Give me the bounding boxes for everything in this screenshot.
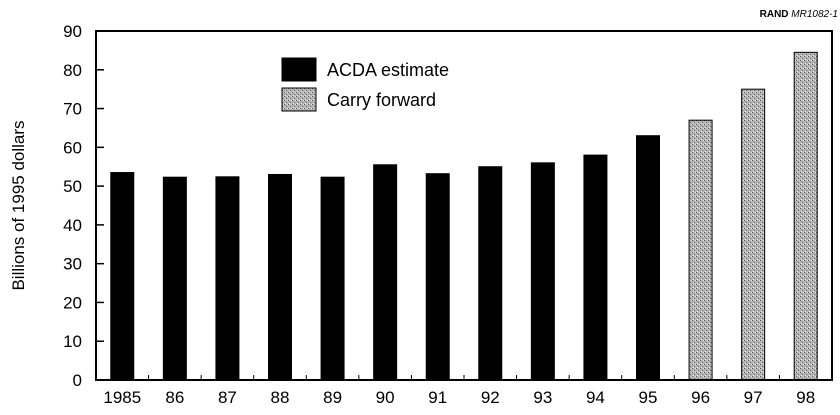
legend-swatch xyxy=(281,57,317,82)
x-tick-label: 98 xyxy=(796,388,815,407)
bar-carry-forward xyxy=(793,51,818,381)
bar-acda-estimate xyxy=(320,176,345,381)
bar-acda-estimate xyxy=(373,164,398,381)
y-tick-label: 60 xyxy=(63,138,82,157)
legend-label: Carry forward xyxy=(327,90,436,110)
plot-frame xyxy=(95,30,833,381)
bar-acda-estimate xyxy=(583,154,608,381)
bar-acda-estimate xyxy=(215,176,240,381)
y-tick-label: 70 xyxy=(63,100,82,119)
x-tick-label: 88 xyxy=(271,388,290,407)
bar-carry-forward xyxy=(688,119,713,381)
bar-acda-estimate xyxy=(478,166,503,381)
y-axis-label: Billions of 1995 dollars xyxy=(9,120,28,290)
x-tick-label: 86 xyxy=(165,388,184,407)
figure-tag-org: RAND xyxy=(759,9,789,20)
x-tick-label: 93 xyxy=(533,388,552,407)
x-tick-label: 87 xyxy=(218,388,237,407)
y-tick-label: 50 xyxy=(63,177,82,196)
x-tick-label: 91 xyxy=(428,388,447,407)
y-tick-label: 40 xyxy=(63,216,82,235)
x-tick-label: 1985 xyxy=(103,388,141,407)
figure-tag-code: MR1082-1 xyxy=(791,9,838,20)
bar-acda-estimate xyxy=(268,173,292,381)
x-tick-label: 96 xyxy=(691,388,710,407)
bar-acda-estimate xyxy=(636,135,660,381)
x-tick-label: 92 xyxy=(481,388,500,407)
legend-label: ACDA estimate xyxy=(327,60,449,80)
x-tick-label: 94 xyxy=(586,388,605,407)
bar-carry-forward xyxy=(741,88,766,381)
y-tick-label: 10 xyxy=(63,332,82,351)
x-tick-label: 95 xyxy=(639,388,658,407)
x-tick-label: 97 xyxy=(744,388,763,407)
figure-tag: RAND MR1082-1 xyxy=(760,9,838,20)
legend-swatch xyxy=(281,87,317,112)
bar-acda-estimate xyxy=(162,176,187,381)
y-tick-label: 90 xyxy=(63,22,82,41)
bar-acda-estimate xyxy=(530,162,555,381)
y-tick-label: 20 xyxy=(63,293,82,312)
y-tick-label: 30 xyxy=(63,255,82,274)
x-tick-label: 90 xyxy=(376,388,395,407)
y-tick-label: 80 xyxy=(63,61,82,80)
bar-acda-estimate xyxy=(110,172,135,381)
bar-acda-estimate xyxy=(425,173,450,381)
x-tick-label: 89 xyxy=(323,388,342,407)
y-tick-label: 0 xyxy=(73,371,82,390)
